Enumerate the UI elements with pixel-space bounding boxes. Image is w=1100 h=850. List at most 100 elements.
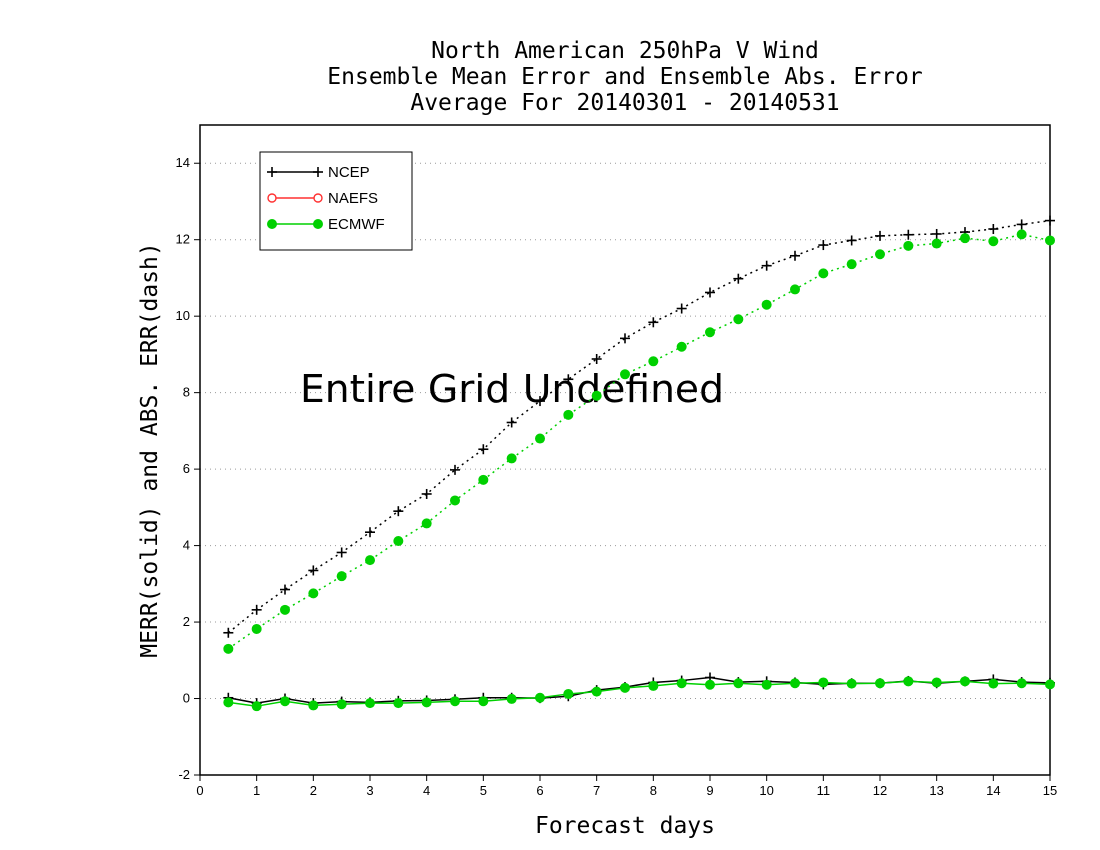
- data-point: [280, 584, 290, 595]
- data-point: [818, 268, 829, 279]
- x-tick-label: 4: [423, 783, 430, 798]
- data-point: [591, 354, 602, 364]
- y-tick-label: 4: [183, 538, 190, 553]
- data-point: [393, 698, 404, 709]
- data-point: [478, 474, 489, 485]
- x-tick-label: 5: [480, 783, 487, 798]
- x-tick-label: 12: [873, 783, 887, 798]
- data-point: [733, 273, 744, 284]
- y-tick-label: 12: [176, 232, 190, 247]
- chart-title-line-3: Average For 20140301 - 20140531: [410, 90, 840, 116]
- data-point: [875, 678, 885, 689]
- legend-label: NAEFS: [328, 190, 378, 207]
- data-point: [1016, 229, 1027, 240]
- chart-title-line-2: Ensemble Mean Error and Ensemble Abs. Er…: [327, 64, 923, 90]
- data-point: [563, 374, 574, 385]
- data-point: [960, 233, 970, 244]
- data-point: [251, 604, 262, 615]
- data-point: [846, 235, 857, 246]
- data-point: [308, 588, 319, 599]
- data-point: [790, 284, 800, 295]
- data-point: [450, 464, 460, 475]
- series-ecmwf-mean-error: [223, 676, 1055, 712]
- data-point: [1016, 678, 1027, 689]
- data-point: [450, 696, 460, 707]
- legend-item-ncep: NCEP: [267, 164, 370, 181]
- data-point: [591, 686, 602, 697]
- data-point: [648, 317, 659, 328]
- data-point: [223, 627, 234, 638]
- x-tick-label: 3: [366, 783, 373, 798]
- data-point: [478, 696, 489, 707]
- data-point: [563, 409, 574, 420]
- data-point: [903, 676, 914, 687]
- data-point: [705, 327, 715, 338]
- legend-item-ecmwf: ECMWF: [267, 216, 385, 233]
- x-tick-label: 11: [817, 783, 831, 798]
- data-point: [1016, 219, 1027, 230]
- data-point: [620, 369, 630, 380]
- data-point: [251, 701, 262, 712]
- data-point: [365, 698, 375, 709]
- legend-marker: [267, 219, 277, 229]
- data-point: [308, 700, 319, 711]
- data-point: [931, 677, 942, 688]
- y-tick-label: 10: [176, 308, 190, 323]
- y-axis-title: MERR(solid) and ABS. ERR(dash): [137, 242, 163, 657]
- data-point: [223, 697, 234, 708]
- legend-box: [259, 151, 413, 251]
- data-point: [223, 643, 234, 654]
- data-point: [535, 692, 545, 703]
- data-point: [393, 536, 404, 546]
- data-point: [790, 678, 800, 689]
- data-point: [903, 229, 914, 240]
- plot-frame: [199, 124, 1051, 776]
- data-point: [620, 333, 630, 344]
- x-tick-label: 15: [1043, 783, 1057, 798]
- data-point: [648, 680, 659, 691]
- data-point: [761, 299, 772, 310]
- series-line: [227, 233, 1051, 650]
- y-tick-label: 6: [183, 461, 190, 476]
- data-point: [676, 303, 687, 314]
- y-tick-label: 2: [183, 614, 190, 629]
- legend-marker: [313, 219, 323, 229]
- data-point: [875, 230, 885, 241]
- y-tick-label: 14: [176, 155, 190, 170]
- data-point: [365, 527, 375, 538]
- data-point: [676, 341, 687, 352]
- undefined-grid-annotation: Entire Grid Undefined: [300, 367, 724, 411]
- x-tick-label: 10: [759, 783, 773, 798]
- data-point: [393, 506, 404, 517]
- data-point: [365, 555, 375, 566]
- data-point: [846, 678, 857, 689]
- data-point: [818, 240, 829, 251]
- data-point: [421, 518, 432, 529]
- data-point: [875, 249, 885, 260]
- chart-title-line-1: North American 250hPa V Wind: [431, 38, 819, 64]
- data-point: [563, 688, 574, 699]
- data-point: [960, 676, 970, 687]
- x-tick-label: 14: [986, 783, 1000, 798]
- x-tick-label: 6: [536, 783, 543, 798]
- data-point: [336, 571, 347, 582]
- x-tick-label: 13: [929, 783, 943, 798]
- series-ncep-mean-error: [223, 672, 1055, 709]
- data-point: [648, 356, 659, 367]
- x-tick-label: 2: [310, 783, 317, 798]
- data-point: [591, 390, 602, 401]
- data-point: [705, 679, 715, 690]
- legend: NCEP NAEFS ECMWF: [259, 151, 413, 251]
- data-point: [733, 678, 744, 689]
- grid-lines: [200, 162, 1050, 700]
- data-point: [280, 696, 290, 707]
- x-tick-label: 7: [593, 783, 600, 798]
- x-tick-label: 0: [196, 783, 203, 798]
- data-point: [1045, 679, 1055, 690]
- data-point: [421, 488, 432, 499]
- data-point: [620, 682, 630, 693]
- data-point: [761, 260, 772, 271]
- legend-label: ECMWF: [328, 216, 385, 233]
- y-tick-label: 8: [183, 385, 190, 400]
- data-point: [535, 396, 545, 407]
